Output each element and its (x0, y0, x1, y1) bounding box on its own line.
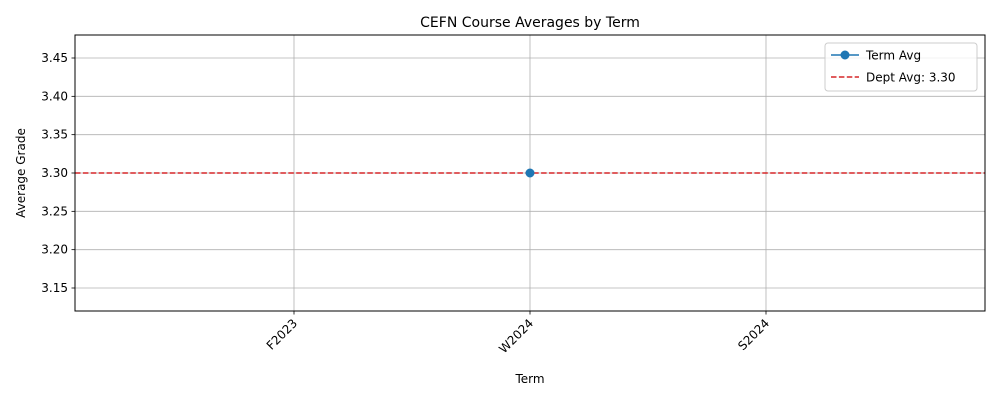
y-tick-label: 3.40 (41, 89, 68, 103)
series-group (525, 168, 535, 178)
legend-frame (824, 42, 978, 92)
legend-reference-label: Dept Avg: 3.30 (866, 71, 956, 85)
legend-series-marker (840, 50, 850, 60)
x-tick-label: S2024 (735, 316, 772, 353)
y-tick-label: 3.35 (41, 128, 68, 142)
y-tick-label: 3.45 (41, 51, 68, 65)
x-tick-label: F2023 (264, 316, 300, 352)
x-axis-ticks: F2023 W2024 S2024 (264, 311, 772, 356)
legend-series-label: Term Avg (865, 49, 921, 63)
x-axis-label: Term (514, 372, 544, 386)
y-tick-label: 3.15 (41, 281, 68, 295)
y-axis-ticks: 3.15 3.20 3.25 3.30 3.35 3.40 3.45 (41, 51, 75, 295)
y-tick-label: 3.25 (41, 204, 68, 218)
legend: Term Avg Dept Avg: 3.30 (824, 42, 978, 92)
data-point (525, 168, 535, 178)
chart-title: CEFN Course Averages by Term (420, 15, 640, 31)
y-axis-label: Average Grade (14, 128, 28, 218)
y-tick-label: 3.20 (41, 243, 68, 257)
x-tick-label: W2024 (496, 316, 536, 356)
y-tick-label: 3.30 (41, 166, 68, 180)
